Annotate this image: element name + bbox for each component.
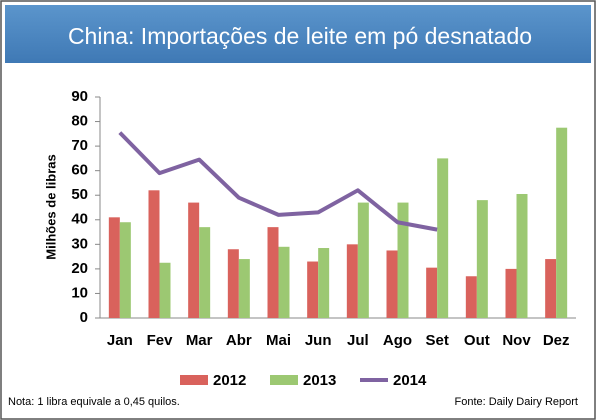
y-tick-label: 0 xyxy=(80,309,88,326)
x-tick-label: Jan xyxy=(107,332,133,349)
legend-marker xyxy=(180,375,208,385)
bar xyxy=(516,193,528,318)
bar xyxy=(307,261,319,318)
y-tick-label: 40 xyxy=(71,211,88,228)
legend-label: 2012 xyxy=(213,372,246,389)
y-tick-label: 50 xyxy=(71,186,88,203)
y-tick-label: 20 xyxy=(71,260,88,277)
x-tick-label: Set xyxy=(425,332,448,349)
x-tick-label: Fev xyxy=(147,332,174,349)
bar xyxy=(505,268,517,318)
x-tick-label: Dez xyxy=(543,332,570,349)
bar xyxy=(188,202,200,318)
y-tick-label: 80 xyxy=(71,113,88,130)
bar xyxy=(346,244,358,318)
x-tick-label: Jun xyxy=(305,332,332,349)
line-series xyxy=(118,131,438,232)
header-banner xyxy=(5,5,591,63)
x-tick-label: Jul xyxy=(347,332,369,349)
legend-label: 2013 xyxy=(303,372,336,389)
bar xyxy=(238,259,250,318)
y-axis-label: Milhões de libras xyxy=(43,154,58,259)
bar xyxy=(318,248,330,318)
legend-marker xyxy=(270,375,298,385)
bar xyxy=(545,259,557,318)
x-tick-label: Mai xyxy=(266,332,291,349)
chart-title: China: Importações de leite em pó desnat… xyxy=(68,23,532,49)
x-tick-label: Abr xyxy=(226,332,252,349)
bar xyxy=(397,202,409,318)
x-tick-label: Nov xyxy=(502,332,531,349)
bar xyxy=(556,127,568,318)
bar xyxy=(426,267,438,318)
bar xyxy=(437,158,449,318)
bar xyxy=(386,250,398,318)
bar xyxy=(199,227,211,318)
x-tick-label: Out xyxy=(464,332,490,349)
x-tick-label: Ago xyxy=(383,332,412,349)
bar xyxy=(148,190,160,318)
y-tick-label: 90 xyxy=(71,88,88,105)
y-tick-label: 30 xyxy=(71,235,88,252)
bar xyxy=(227,249,239,318)
bar xyxy=(119,222,131,318)
y-tick-label: 70 xyxy=(71,137,88,154)
bar xyxy=(267,227,279,318)
bar xyxy=(476,200,488,318)
x-tick-label: Mar xyxy=(186,332,213,349)
bar xyxy=(159,262,171,318)
note: Nota: 1 libra equivale a 0,45 quilos. xyxy=(8,396,180,408)
y-tick-label: 60 xyxy=(71,162,88,179)
legend-label: 2014 xyxy=(393,372,427,389)
bar xyxy=(278,246,290,318)
bar xyxy=(465,276,477,318)
y-tick-label: 10 xyxy=(71,284,88,301)
bar xyxy=(108,217,120,318)
source: Fonte: Daily Dairy Report xyxy=(455,396,579,408)
bar xyxy=(357,202,369,318)
